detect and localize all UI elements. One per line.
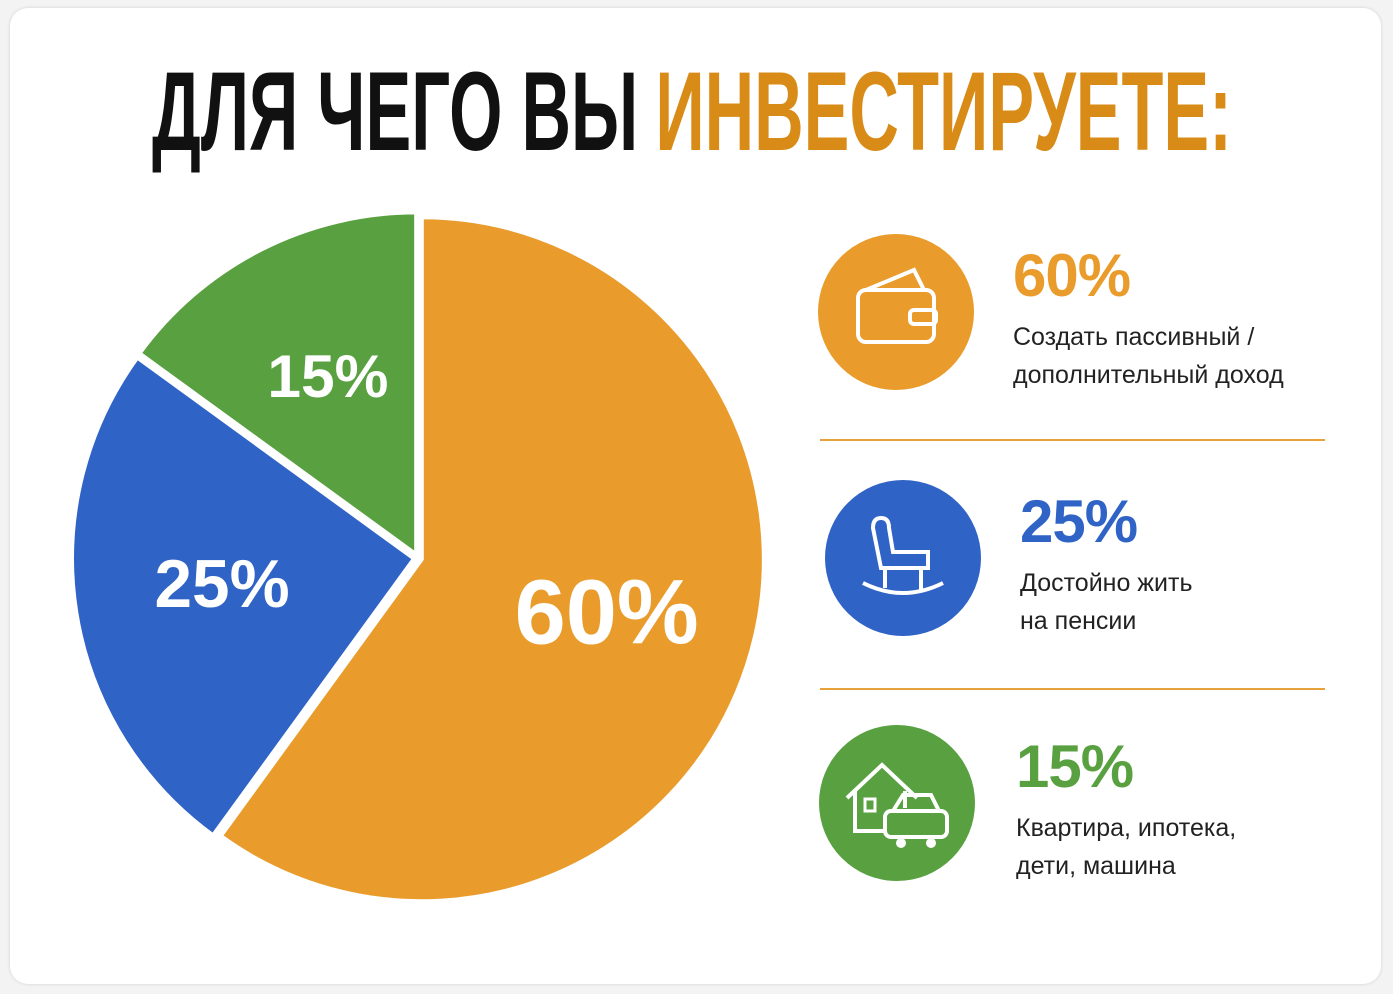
legend-value: 15% [1016,733,1134,800]
icon [856,267,938,344]
chart-title: ДЛЯ ЧЕГО ВЫИНВЕСТИРУЕТЕ: [152,49,1232,174]
icon-circle [818,234,974,390]
legend-label: Достойно жить на пенсии [1020,569,1193,635]
slice-label: 25% [155,547,290,622]
slice-label: 15% [267,342,388,410]
icon [862,515,944,595]
legend-icon [818,234,974,390]
legend-label: Квартира, ипотека, дети, машина [1016,814,1237,880]
divider [820,687,1325,690]
legend-icon [825,480,981,636]
pie-slice [217,215,766,904]
title-part: ДЛЯ ЧЕГО ВЫ [152,49,638,174]
divider [820,439,1325,441]
legend-icon [819,725,975,881]
pie-slice [136,210,419,559]
icon [845,762,949,848]
title-highlight: ИНВЕСТИРУЕТЕ: [655,49,1232,174]
icon-circle [825,480,981,636]
legend-value: 25% [1020,488,1138,555]
slice-label: 60% [515,562,699,664]
legend-value: 60% [1013,242,1131,309]
legend-label: Создать пассивный / дополнительный доход [1013,323,1284,389]
pie-slice [70,354,417,839]
